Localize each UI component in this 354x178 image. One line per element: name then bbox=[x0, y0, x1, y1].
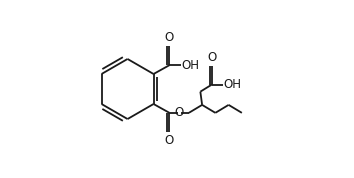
Text: O: O bbox=[165, 31, 174, 44]
Text: O: O bbox=[165, 134, 174, 147]
Text: OH: OH bbox=[181, 59, 199, 72]
Text: OH: OH bbox=[224, 78, 242, 91]
Text: O: O bbox=[207, 51, 216, 64]
Text: O: O bbox=[175, 106, 184, 119]
